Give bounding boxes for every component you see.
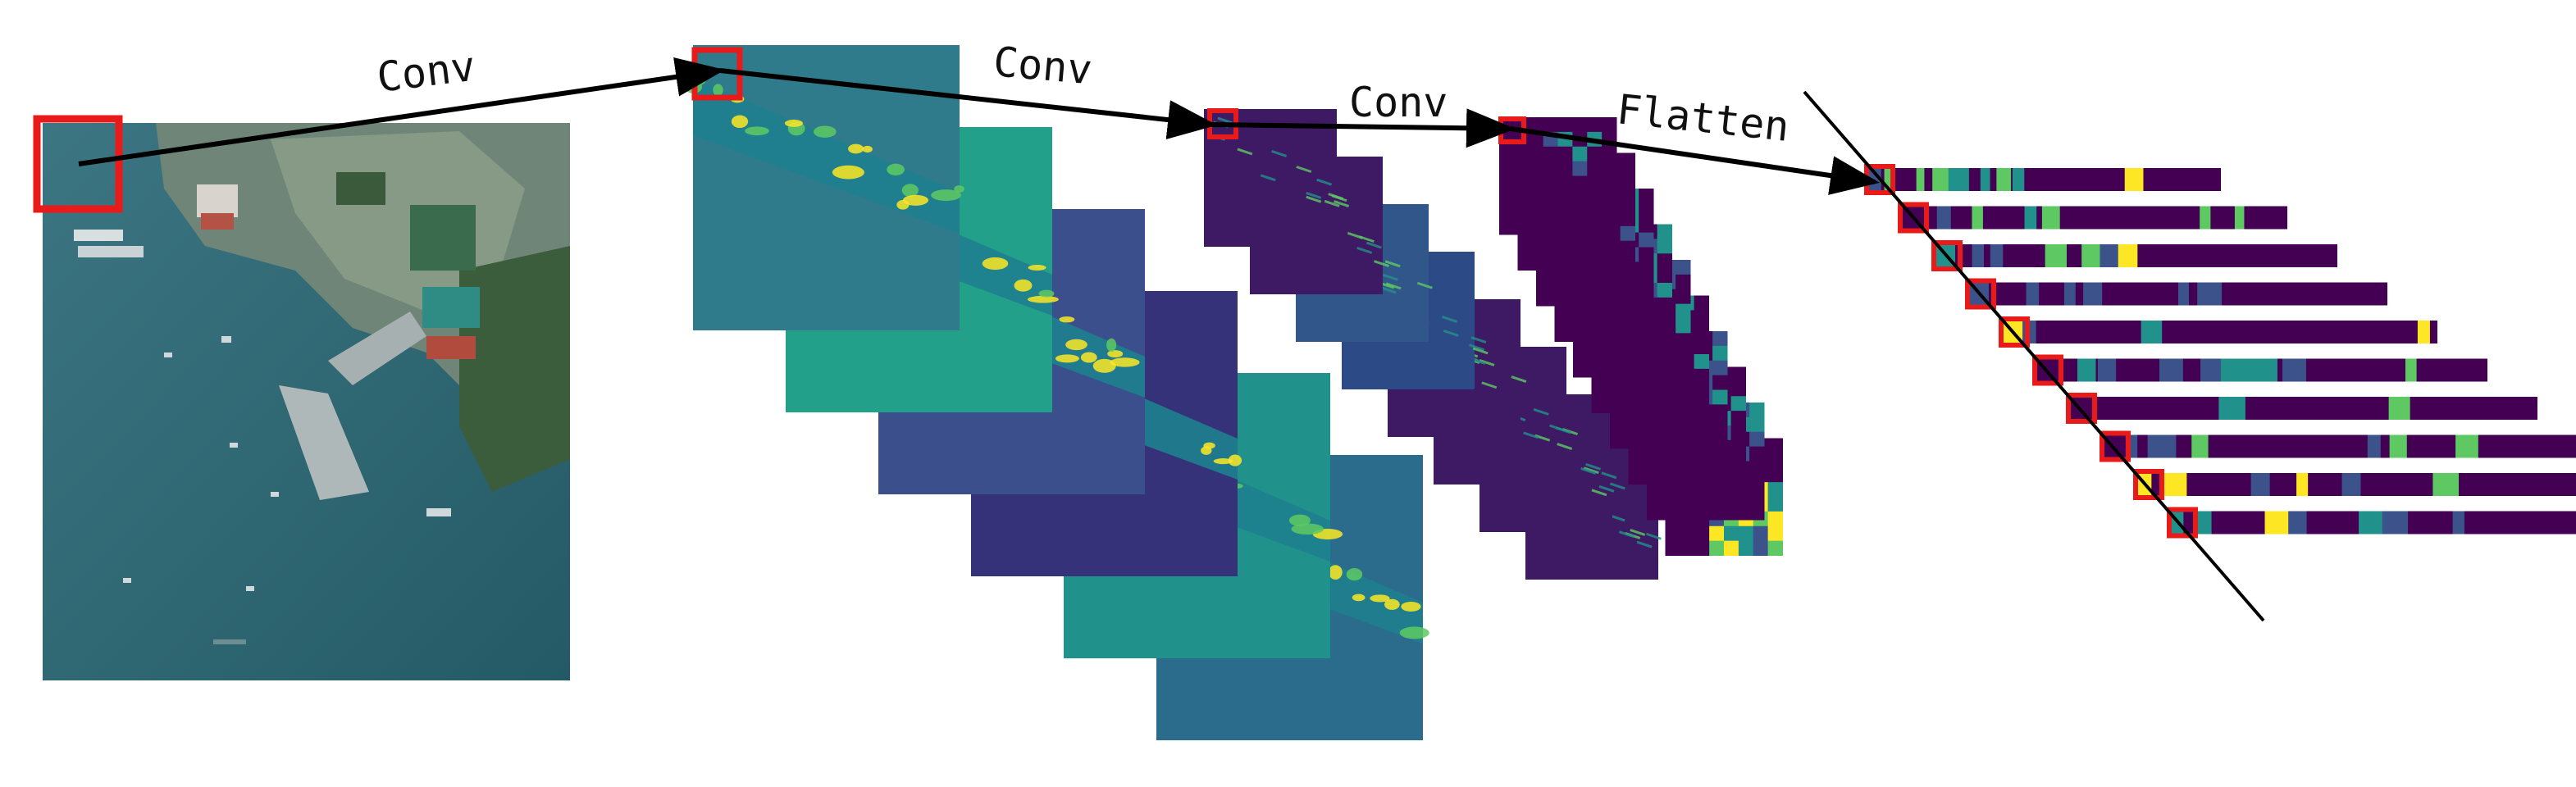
receptive-field-box: [2032, 354, 2063, 386]
flatten-vector: [1999, 316, 2437, 348]
conv3-feature-maps: [1498, 116, 1783, 556]
flatten-vector: [2066, 393, 2537, 424]
flatten-vector: [1864, 164, 2221, 195]
arrow-flatten: [1510, 126, 1880, 195]
flatten-vector: [2133, 469, 2576, 500]
conv3-label: Conv: [1349, 79, 1448, 126]
receptive-field-box: [2100, 430, 2131, 462]
flatten-vector: [1965, 278, 2387, 310]
receptive-field-box: [2066, 393, 2097, 424]
conv2-feature-maps: [1204, 108, 1662, 580]
conv2-map: [1204, 108, 1350, 247]
receptive-field-box: [2133, 469, 2164, 500]
flatten-vector: [1898, 202, 2287, 234]
flatten-vector: [1931, 240, 2337, 271]
receptive-field-box: [2167, 507, 2198, 539]
arrow-conv1: [78, 57, 725, 166]
receptive-field-box: [1898, 202, 1929, 234]
receptive-field-box: [1931, 240, 1963, 271]
flatten-label: Flatten: [1615, 85, 1792, 151]
conv1-label: Conv: [374, 43, 478, 102]
flatten-vector: [2032, 354, 2487, 386]
conv1-map: [685, 45, 964, 330]
arrow-conv2: [719, 68, 1217, 139]
conv2-label: Conv: [992, 38, 1094, 93]
flatten-vector: [2100, 430, 2576, 462]
flatten-vectors: [1864, 164, 2576, 539]
conv3-map: [1498, 116, 1617, 235]
receptive-field-box: [1965, 278, 1996, 310]
arrow-conv3: [1211, 108, 1516, 148]
flatten-alignment-line: [1803, 90, 2265, 622]
conv1-feature-maps: [685, 45, 1429, 740]
flatten-vector: [2167, 507, 2576, 539]
input-satellite-image: [33, 115, 570, 680]
receptive-field-box: [33, 115, 123, 213]
receptive-field-box: [1999, 316, 2030, 348]
